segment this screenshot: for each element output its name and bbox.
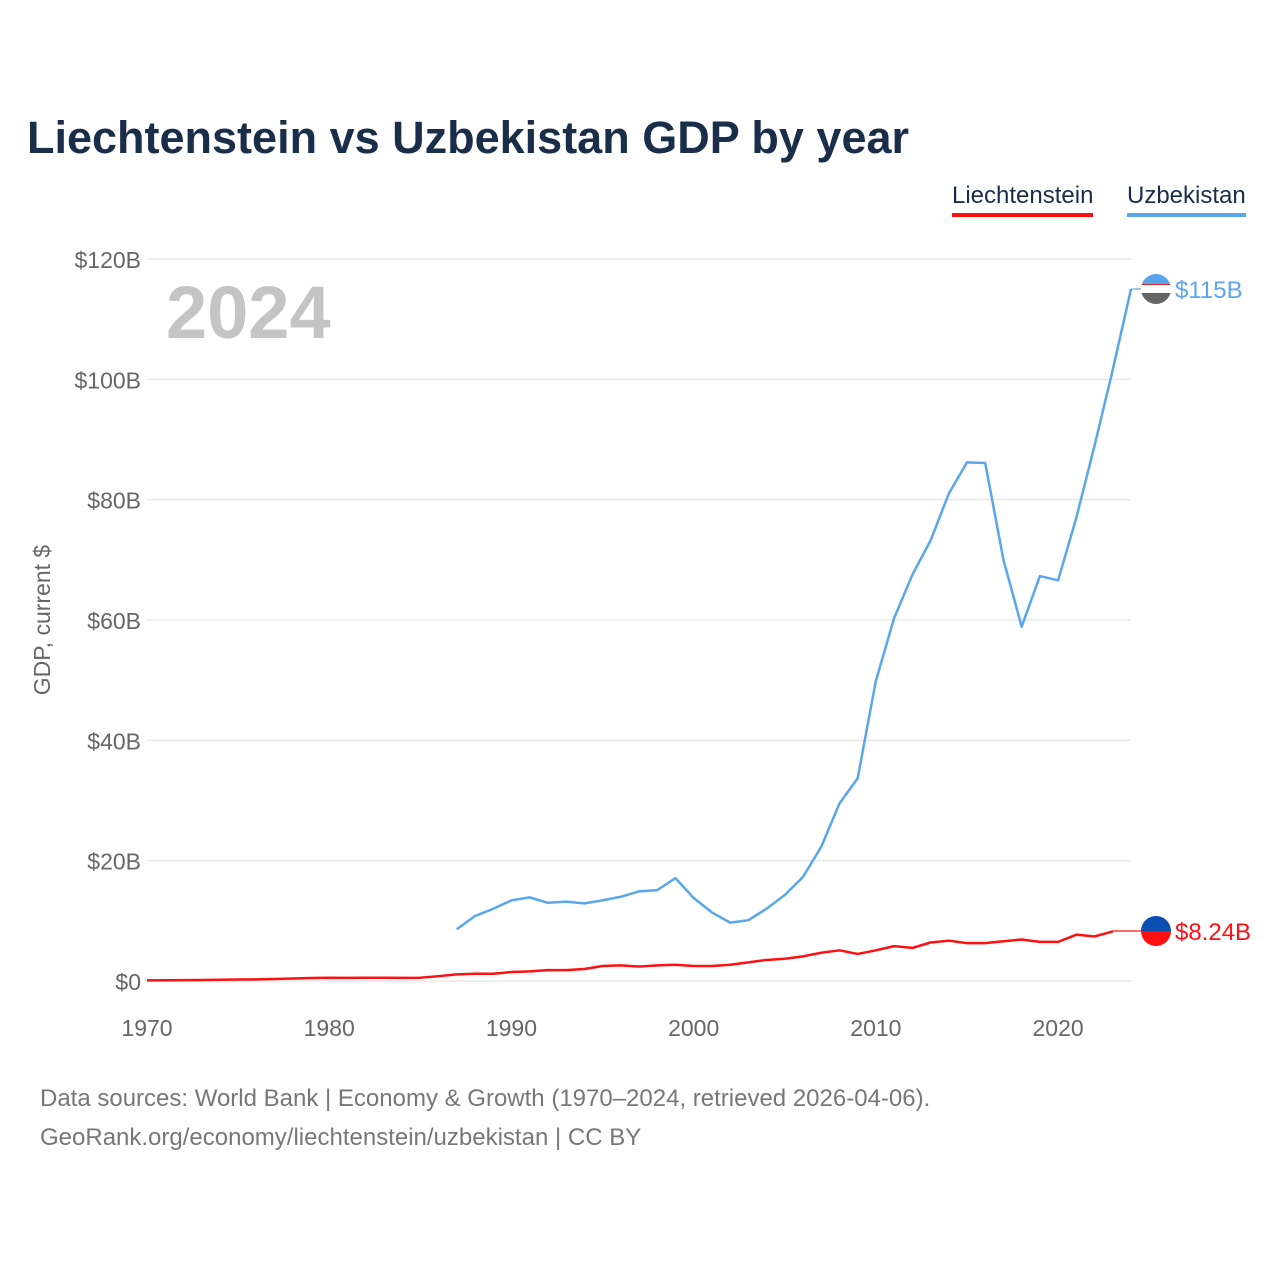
series-line-liechtenstein (146, 930, 1114, 982)
x-tick-label: 2010 (850, 1015, 901, 1041)
x-tick-label: 1970 (121, 1015, 172, 1041)
end-value-label: $8.24B (1175, 919, 1251, 946)
legend-uzbekistan[interactable]: Uzbekistan (1127, 182, 1246, 217)
end-value-label: $115B (1175, 277, 1243, 304)
x-tick-label: 1980 (304, 1015, 355, 1041)
y-tick-label: $80B (87, 488, 141, 514)
y-tick-label: $60B (87, 608, 141, 634)
year-annotation: 2024 (166, 271, 331, 354)
series-line-uzbekistan (456, 288, 1133, 931)
source-line-1: Data sources: World Bank | Economy & Gro… (40, 1085, 931, 1112)
x-tick-label: 2020 (1033, 1015, 1084, 1041)
y-tick-label: $120B (74, 247, 141, 273)
y-axis-label: GDP, current $ (29, 545, 55, 696)
x-tick-label: 2000 (668, 1015, 719, 1041)
chart-title: Liechtenstein vs Uzbekistan GDP by year (27, 112, 910, 163)
y-tick-label: $20B (87, 849, 141, 875)
x-tick-label: 1990 (486, 1015, 537, 1041)
liechtenstein-flag-icon (1141, 916, 1171, 946)
y-tick-label: $100B (74, 367, 141, 393)
legend-liechtenstein[interactable]: Liechtenstein (952, 182, 1094, 217)
y-tick-label: $0 (115, 969, 141, 995)
y-tick-label: $40B (87, 728, 141, 754)
source-line-2: GeoRank.org/economy/liechtenstein/uzbeki… (40, 1124, 642, 1151)
uzbekistan-flag-icon (1141, 274, 1171, 304)
